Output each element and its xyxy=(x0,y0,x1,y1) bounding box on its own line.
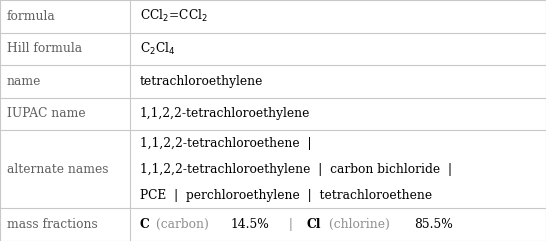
Text: (chlorine): (chlorine) xyxy=(325,218,394,231)
Text: Hill formula: Hill formula xyxy=(7,42,82,55)
Text: alternate names: alternate names xyxy=(7,163,108,176)
Text: PCE  |  perchloroethylene  |  tetrachloroethene: PCE | perchloroethylene | tetrachloroeth… xyxy=(140,189,432,202)
Text: IUPAC name: IUPAC name xyxy=(7,107,85,120)
Text: name: name xyxy=(7,75,41,88)
Text: 1,1,2,2-tetrachloroethene  |: 1,1,2,2-tetrachloroethene | xyxy=(140,137,311,150)
Text: |: | xyxy=(281,218,300,231)
Text: 1,1,2,2-tetrachloroethylene  |  carbon bichloride  |: 1,1,2,2-tetrachloroethylene | carbon bic… xyxy=(140,163,452,176)
Text: CCl$_2$=CCl$_2$: CCl$_2$=CCl$_2$ xyxy=(140,8,208,24)
Text: tetrachloroethylene: tetrachloroethylene xyxy=(140,75,263,88)
Text: (carbon): (carbon) xyxy=(152,218,213,231)
Text: Cl: Cl xyxy=(306,218,321,231)
Text: formula: formula xyxy=(7,10,55,23)
Text: C: C xyxy=(140,218,150,231)
Text: mass fractions: mass fractions xyxy=(7,218,97,231)
Text: 85.5%: 85.5% xyxy=(414,218,453,231)
Text: C$_2$Cl$_4$: C$_2$Cl$_4$ xyxy=(140,41,175,57)
Text: 14.5%: 14.5% xyxy=(231,218,270,231)
Text: 1,1,2,2-tetrachloroethylene: 1,1,2,2-tetrachloroethylene xyxy=(140,107,310,120)
